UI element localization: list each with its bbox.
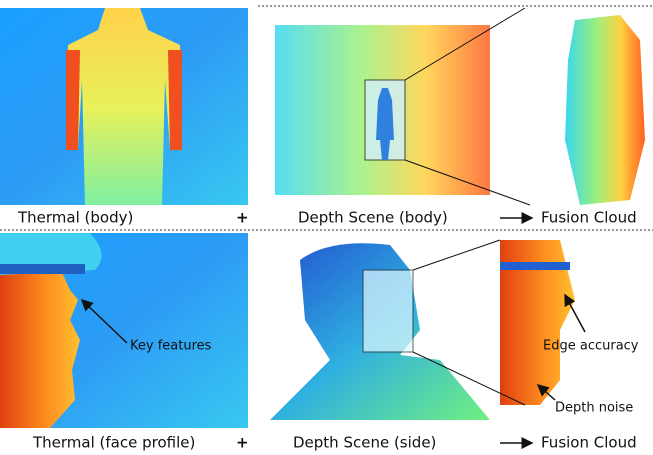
depth-side-image bbox=[270, 243, 490, 420]
caption: Fusion Cloud bbox=[541, 209, 637, 227]
annotation: Edge accuracy bbox=[543, 339, 639, 354]
fusion-face-image bbox=[500, 240, 575, 405]
plus: + bbox=[236, 434, 249, 452]
caption: Thermal (face profile) bbox=[32, 434, 195, 452]
caption: Thermal (body) bbox=[17, 209, 133, 227]
plus: + bbox=[236, 209, 249, 227]
thermal-face-image bbox=[0, 233, 248, 428]
thermal-body-image bbox=[0, 8, 248, 205]
annotation: Depth noise bbox=[555, 401, 633, 416]
caption: Fusion Cloud bbox=[541, 434, 637, 452]
fusion-cloud-image bbox=[565, 15, 645, 205]
annotation: Key features bbox=[130, 339, 212, 354]
caption: Depth Scene (side) bbox=[293, 434, 436, 452]
figure: Thermal (body) + Depth Scene (body) Fusi… bbox=[0, 0, 653, 455]
zoom-line bbox=[413, 240, 500, 270]
caption: Depth Scene (body) bbox=[298, 209, 448, 227]
depth-scene-image bbox=[275, 25, 490, 195]
